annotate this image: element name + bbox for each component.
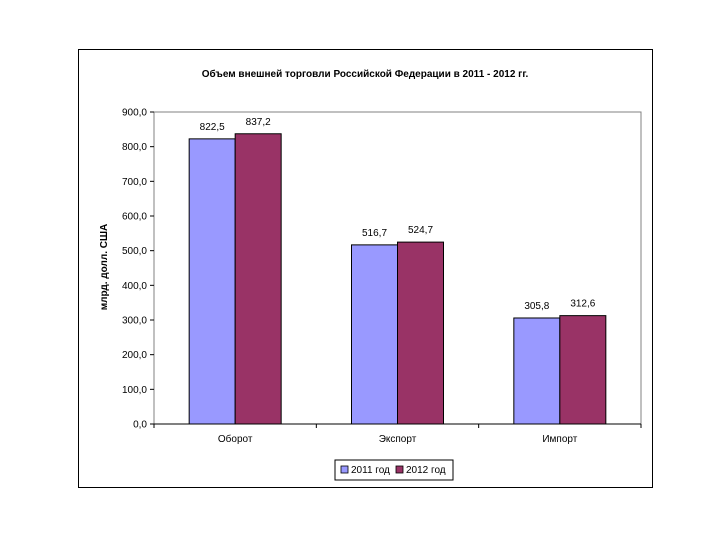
data-label: 305,8 — [524, 301, 549, 312]
y-axis-label: млрд. долл. США — [99, 224, 110, 310]
chart: Объем внешней торговли Российской Федера… — [99, 68, 642, 481]
legend-swatch-2012 — [395, 465, 404, 474]
bars: 822,5 516,7 305,8 837,2 524,7 312,6 — [188, 117, 607, 425]
bar-2012-год-2 — [559, 315, 607, 425]
y-tick-label: 300,0 — [122, 316, 147, 327]
y-tick-label: 500,0 — [122, 246, 147, 257]
y-tick-label: 800,0 — [122, 142, 147, 153]
data-label: 822,5 — [200, 122, 225, 133]
legend-swatch-2011 — [340, 465, 349, 474]
bar-2011-год-1 — [351, 244, 398, 425]
data-label: 516,7 — [362, 228, 387, 239]
legend-label-2011: 2011 год — [351, 465, 390, 476]
y-tick-label: 600,0 — [122, 212, 147, 223]
x-tick-label: Оборот — [218, 433, 253, 445]
y-tick-label: 200,0 — [122, 350, 147, 361]
data-label: 837,2 — [246, 117, 271, 128]
bar-2012-год-0 — [234, 133, 282, 425]
y-tick-label: 0,0 — [133, 420, 147, 431]
y-axis: 0,0 100,0 200,0 300,0 400,0 500,0 600,0 700,0 80… — [122, 108, 154, 431]
y-tick-label: 400,0 — [122, 281, 147, 292]
x-axis: Оборот Экспорт Импорт — [153, 423, 642, 445]
chart-frame: Объем внешней торговли Российской Федера… — [78, 49, 653, 488]
y-tick-label: 100,0 — [122, 385, 147, 396]
x-tick-label: Импорт — [542, 434, 577, 445]
legend-label-2012: 2012 год — [406, 465, 446, 476]
y-tick-label: 900,0 — [122, 108, 147, 119]
chart-title: Объем внешней торговли Российской Федера… — [202, 68, 529, 80]
x-tick-label: Экспорт — [379, 434, 417, 445]
legend: 2011 год 2012 год — [334, 459, 454, 481]
y-tick-label: 700,0 — [122, 177, 147, 188]
legend-box — [334, 459, 454, 481]
bar-2011-год-0 — [188, 138, 236, 425]
data-label: 524,7 — [408, 225, 433, 236]
bar-2011-год-2 — [513, 317, 561, 425]
bar-2012-год-1 — [397, 241, 444, 425]
data-label: 312,6 — [570, 299, 595, 310]
